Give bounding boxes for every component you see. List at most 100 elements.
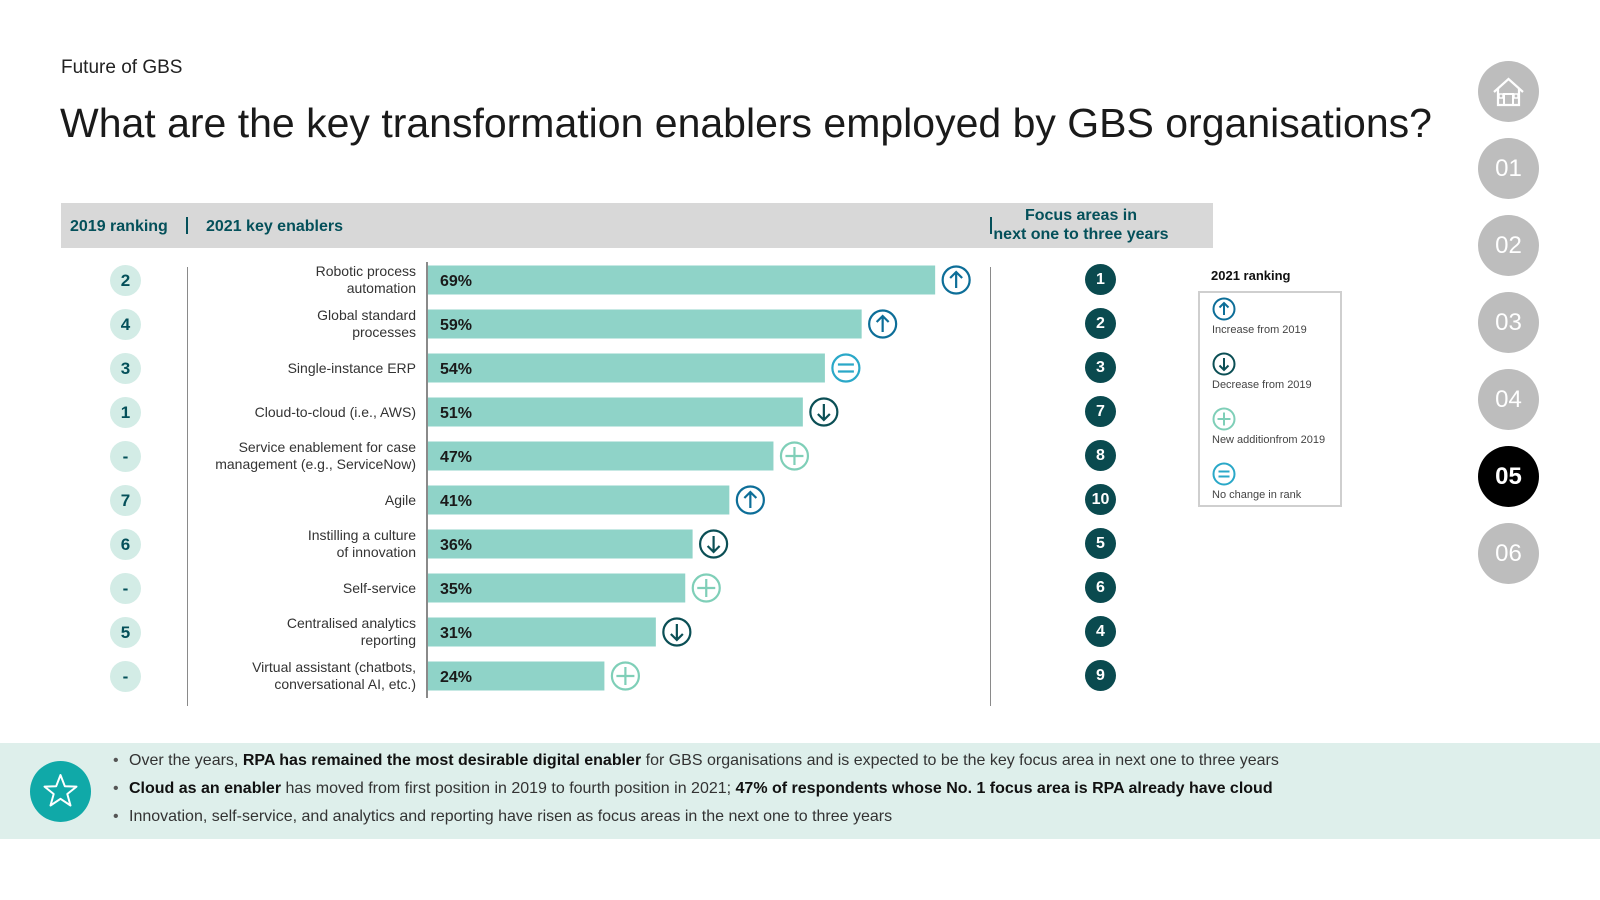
bullet-text: Over the years,	[129, 752, 243, 769]
rank-2019-badge: 3	[110, 353, 141, 384]
enabler-label-line: Virtual assistant (chatbots,	[252, 659, 416, 675]
enabler-label: Agile	[186, 492, 416, 509]
header-focus-areas: Focus areas in next one to three years	[991, 206, 1171, 244]
arrow-up-icon	[941, 265, 971, 295]
enabler-label: Robotic process automation	[186, 263, 416, 297]
header-separator	[990, 217, 992, 234]
enabler-label: Service enablement for case management (e…	[186, 439, 416, 473]
enabler-label-line: Single-instance ERP	[287, 359, 416, 376]
focus-rank-badge: 1	[1085, 264, 1116, 295]
legend-box: Increase from 2019 Decrease from 2019 Ne…	[1198, 291, 1342, 507]
nav-home-button[interactable]	[1478, 61, 1539, 122]
rank-2019-badge: 4	[110, 309, 141, 340]
focus-rank-badge: 5	[1085, 528, 1116, 559]
bar	[428, 573, 686, 603]
column-divider	[187, 267, 188, 706]
enabler-label: Virtual assistant (chatbots, conversation…	[186, 659, 416, 693]
arrow-down-icon	[698, 529, 729, 559]
rank-2019-badge: 6	[110, 529, 141, 560]
bar-value-label: 51%	[440, 405, 472, 422]
header-2021-key-enablers: 2021 key enablers	[206, 218, 343, 235]
bar	[428, 265, 936, 295]
focus-rank-badge: 3	[1085, 352, 1116, 383]
focus-rank-badge: 9	[1085, 660, 1116, 691]
legend-label: Decrease from 2019	[1212, 379, 1312, 391]
legend-item-same: No change in rank	[1212, 462, 1301, 501]
bar-value-label: 35%	[440, 581, 472, 598]
rank-2019-badge: 2	[110, 265, 141, 296]
arrow-up-icon	[735, 485, 765, 515]
takeaway-bullet: • Cloud as an enabler has moved from firs…	[113, 780, 1273, 798]
legend-label: No change in rank	[1212, 489, 1302, 501]
enabler-label-line: Self-service	[342, 579, 416, 596]
enabler-label-line: reporting	[360, 632, 416, 648]
nav-section-05[interactable]: 05	[1478, 446, 1539, 507]
column-divider	[426, 262, 428, 698]
enabler-label-line: Cloud-to-cloud (i.e., AWS)	[254, 403, 416, 420]
enabler-label-line: Service enablement for case	[238, 439, 416, 455]
bar	[428, 485, 730, 515]
enabler-label: Single-instance ERP	[186, 360, 416, 377]
bar	[428, 353, 825, 383]
table-header-bar: 2019 ranking 2021 key enablers Focus are…	[61, 203, 1213, 248]
nav-section-01[interactable]: 01	[1478, 138, 1539, 199]
arrow-down-icon	[1212, 352, 1236, 376]
bar	[428, 309, 862, 339]
star-badge	[30, 761, 91, 822]
bullet-text-bold: RPA has remained the most desirable digi…	[242, 752, 642, 769]
bar-value-label: 47%	[440, 449, 472, 466]
focus-rank-badge: 10	[1085, 484, 1116, 515]
nav-section-02[interactable]: 02	[1478, 215, 1539, 276]
bar	[428, 617, 656, 647]
focus-rank-badge: 8	[1085, 440, 1116, 471]
legend-label: Increase from 2019	[1212, 324, 1307, 336]
enabler-label-line: automation	[346, 280, 416, 296]
header-2019-ranking: 2019 ranking	[70, 218, 168, 235]
legend-label: New additionfrom 2019	[1212, 434, 1326, 446]
rank-2019-badge: -	[110, 661, 141, 692]
bullet-text: for GBS organisations and is expected to…	[641, 752, 1279, 769]
arrow-down-icon	[809, 397, 839, 427]
bar	[428, 397, 803, 427]
focus-rank-badge: 2	[1085, 308, 1116, 339]
legend-item-increase: Increase from 2019	[1212, 297, 1307, 336]
equal-icon	[831, 353, 861, 383]
nav-section-04[interactable]: 04	[1478, 369, 1539, 430]
nav-section-03[interactable]: 03	[1478, 292, 1539, 353]
bar-value-label: 54%	[440, 361, 472, 378]
bar-value-label: 69%	[440, 273, 472, 290]
enabler-label: Global standard processes	[186, 307, 416, 341]
enabler-label: Cloud-to-cloud (i.e., AWS)	[186, 404, 416, 421]
focus-rank-badge: 7	[1085, 396, 1116, 427]
section-subtitle: Future of GBS	[61, 57, 183, 78]
legend-title: 2021 ranking	[1211, 268, 1291, 283]
bar	[428, 441, 774, 471]
bullet-text: has moved from first position in 2019 to…	[281, 780, 736, 797]
bullet-text-bold: Cloud as an enabler	[129, 780, 282, 797]
plus-icon	[779, 441, 810, 471]
enablers-bar-chart: 69% 59% 54% 51% 47% 41% 36% 35% 31% 24%	[428, 265, 971, 691]
enabler-label-line: processes	[352, 324, 416, 340]
legend-item-decrease: Decrease from 2019	[1212, 352, 1312, 391]
enabler-label-line: management (e.g., ServiceNow)	[215, 456, 416, 472]
arrow-up-icon	[1212, 297, 1236, 321]
bar-value-label: 59%	[440, 317, 472, 334]
enabler-label: Self-service	[186, 580, 416, 597]
rank-2019-badge: 1	[110, 397, 141, 428]
focus-rank-badge: 6	[1085, 572, 1116, 603]
plus-icon	[610, 661, 641, 691]
enabler-label-line: Global standard	[317, 307, 416, 323]
home-icon	[1493, 77, 1524, 107]
arrow-up-icon	[868, 309, 898, 339]
enabler-label-line: Robotic process	[315, 263, 416, 279]
legend-item-new: New additionfrom 2019	[1212, 407, 1325, 446]
enabler-label-line: Centralised analytics	[286, 615, 416, 631]
arrow-down-icon	[662, 617, 692, 647]
bullet-dot: •	[113, 808, 119, 825]
plus-icon	[691, 573, 721, 603]
header-focus-areas-line2: next one to three years	[993, 226, 1169, 243]
enabler-label: Centralised analytics reporting	[186, 615, 416, 649]
rank-2019-badge: 7	[110, 485, 141, 516]
bar-value-label: 31%	[440, 625, 472, 642]
nav-section-06[interactable]: 06	[1478, 523, 1539, 584]
